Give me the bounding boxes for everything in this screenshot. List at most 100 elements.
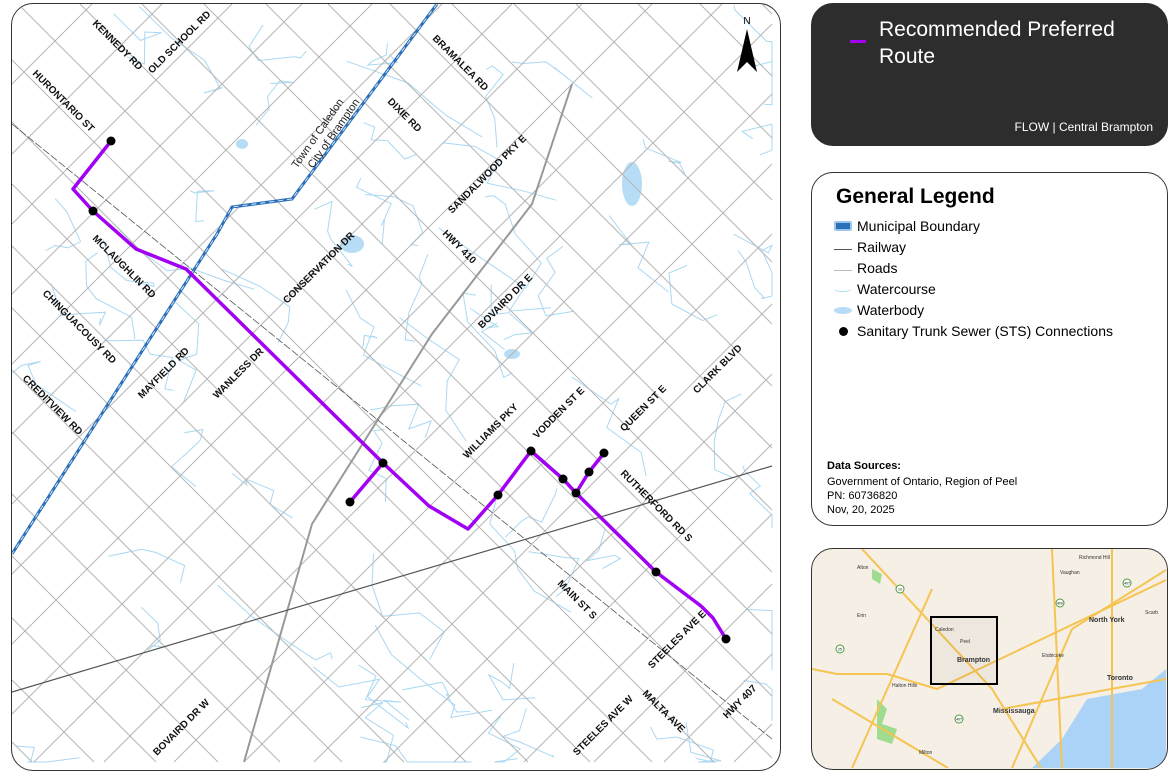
main-map[interactable]: KENNEDY RD OLD SCHOOL RD HURONTARIO ST BRAM…	[11, 3, 781, 771]
project-number: PN: 60736820	[827, 490, 898, 502]
road-label: CREDITVIEW RD	[20, 373, 84, 437]
sts-connection-point	[584, 467, 594, 477]
watercourse	[511, 61, 593, 99]
road	[575, 4, 773, 201]
watercourse	[255, 80, 294, 126]
sts-connection-point	[571, 488, 581, 498]
road	[17, 4, 773, 759]
inset-place-label: Peel	[960, 639, 970, 645]
road-label: MAIN ST S	[555, 578, 599, 622]
recommended-route	[71, 139, 728, 640]
road-label: KENNEDY RD	[90, 18, 144, 72]
railway	[12, 465, 773, 693]
legend-label: Sanitary Trunk Sewer (STS) Connections	[857, 323, 1113, 339]
legend-item-roads: Roads	[834, 260, 897, 276]
railway-icon	[834, 244, 852, 250]
road	[383, 373, 773, 763]
road	[203, 4, 773, 573]
watercourse	[175, 301, 200, 402]
watercourse	[737, 250, 773, 300]
road	[12, 4, 303, 295]
sts-connection-point	[493, 490, 503, 500]
road	[313, 303, 773, 763]
watercourse	[361, 702, 394, 763]
road	[12, 741, 33, 763]
road	[243, 233, 773, 763]
inset-road	[1051, 549, 1063, 768]
road-label: MAYFIELD RD	[136, 346, 191, 401]
map-subtitle: FLOW | Central Brampton	[1014, 120, 1154, 134]
inset-road	[831, 698, 949, 768]
watercourse	[102, 239, 155, 287]
legend-label: Railway	[857, 239, 907, 255]
route-branch	[348, 461, 385, 504]
watercourse	[438, 227, 551, 312]
road	[523, 513, 773, 763]
watercourse	[217, 584, 333, 661]
road	[103, 93, 773, 763]
watercourse	[505, 488, 558, 538]
watercourse	[470, 308, 506, 350]
highway-410	[243, 83, 573, 763]
watercourse	[374, 625, 493, 719]
road-label: WILLIAMS PKY	[461, 402, 520, 461]
watercourse	[733, 5, 773, 87]
legend-label: Watercourse	[857, 281, 936, 297]
sts-connection-point	[558, 474, 568, 484]
watercourse	[487, 663, 536, 701]
watercourse	[487, 715, 522, 763]
watercourse	[12, 360, 76, 412]
road	[12, 4, 23, 15]
inset-place-label: Alton	[857, 565, 869, 571]
watercourse	[485, 65, 504, 148]
watercourse	[360, 736, 472, 763]
road-label: SANDALWOOD PKY E	[446, 133, 529, 216]
north-arrow: N	[737, 16, 757, 72]
road	[79, 4, 773, 697]
road	[33, 23, 773, 763]
road	[12, 555, 219, 763]
watercourse	[103, 339, 174, 391]
watercourse	[685, 722, 722, 763]
sts-connection-point	[721, 634, 731, 644]
inset-canvas: Alton Erin Caledon Peel Brampton Halton Hills…	[812, 549, 1166, 768]
highway-shield-icon	[954, 714, 964, 724]
sts-connection-point	[526, 446, 536, 456]
road	[141, 4, 773, 635]
road	[451, 4, 773, 325]
legend-label: Municipal Boundary	[857, 218, 980, 234]
data-sources-text: Government of Ontario, Region of Peel	[827, 476, 1018, 488]
watercourse-icon	[834, 286, 852, 292]
sts-connection-point	[599, 448, 609, 458]
road	[12, 4, 513, 505]
road-label: QUEEN ST E	[618, 383, 669, 434]
road-label: MALTA AVE	[640, 688, 687, 735]
road	[699, 4, 773, 77]
road	[12, 245, 529, 763]
road	[12, 617, 157, 763]
waterbody	[236, 139, 248, 149]
legend-label: Roads	[857, 260, 898, 276]
watercourse	[442, 142, 557, 201]
watercourse	[733, 233, 774, 296]
inset-road	[1011, 569, 1166, 768]
road	[12, 4, 93, 85]
watercourse	[345, 289, 422, 387]
road	[173, 163, 773, 763]
road-label: HURONTARIO ST	[30, 68, 96, 134]
watercourse	[750, 58, 773, 106]
road	[12, 4, 163, 155]
road-label: OLD SCHOOL RD	[146, 9, 213, 76]
watercourse	[313, 666, 410, 730]
road	[327, 4, 773, 449]
inset-place-label: Vaughan	[1060, 570, 1080, 576]
inset-place-label: Etobicoke	[1042, 653, 1064, 659]
inset-place-label: Milton	[919, 750, 933, 756]
road	[593, 583, 773, 763]
road-label: BOVAIRD DR E	[476, 272, 535, 331]
watercourse	[585, 529, 622, 570]
watercourse	[108, 548, 186, 583]
highway-shield-label: 25	[838, 648, 842, 652]
title-panel: Recommended Preferred Route FLOW | Centr…	[811, 3, 1168, 146]
sts-connection-point	[106, 136, 116, 146]
